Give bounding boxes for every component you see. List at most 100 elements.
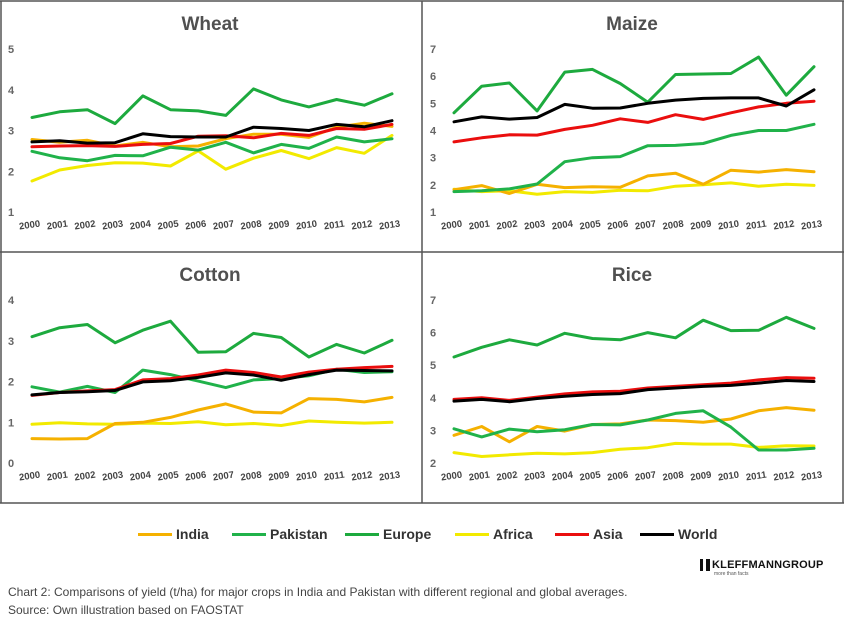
x-tick-label: 2005 xyxy=(579,219,602,233)
y-tick-label: 6 xyxy=(430,328,436,340)
series-line-pakistan xyxy=(30,135,394,163)
legend-swatch xyxy=(345,532,379,536)
x-tick-label: 2013 xyxy=(800,219,822,233)
series-line-world xyxy=(452,379,816,404)
x-tick-label: 2002 xyxy=(496,219,518,233)
x-tick-label: 2011 xyxy=(745,470,768,484)
series-line-europe xyxy=(30,319,394,359)
x-tick-label: 2007 xyxy=(212,219,234,233)
series-line-europe xyxy=(452,315,816,359)
panel-title: Wheat xyxy=(182,14,240,35)
chart-source: Source: Own illustration based on FAOSTA… xyxy=(8,603,244,617)
legend-item-pakistan: Pakistan xyxy=(232,520,328,548)
x-tick-label: 2010 xyxy=(295,470,317,484)
x-tick-label: 2006 xyxy=(607,219,629,233)
x-tick-label: 2009 xyxy=(268,219,290,233)
x-tick-label: 2013 xyxy=(800,470,822,484)
panel-title: Rice xyxy=(612,265,652,286)
panel-wheat: Wheat 1 2 3 4 5 2000 2001 2002 2003 2004 2005 2006 20… xyxy=(8,14,401,232)
y-tick-label: 5 xyxy=(430,360,436,372)
panel-title: Cotton xyxy=(179,265,240,286)
x-tick-label: 2003 xyxy=(523,219,545,233)
legend-label: Pakistan xyxy=(270,526,328,542)
x-tick-label: 2001 xyxy=(46,219,69,233)
x-tick-label: 2001 xyxy=(468,219,491,233)
x-tick-label: 2010 xyxy=(717,470,739,484)
logo-mark-icon xyxy=(700,559,710,571)
x-tick-label: 2013 xyxy=(378,470,400,484)
legend-swatch xyxy=(640,532,674,536)
x-tick-label: 2010 xyxy=(295,219,317,233)
x-tick-label: 2009 xyxy=(268,470,290,484)
series-line-india xyxy=(30,395,394,441)
y-tick-label: 2 xyxy=(430,458,436,470)
legend-label: Africa xyxy=(493,526,533,542)
x-tick-label: 2013 xyxy=(378,219,400,233)
y-tick-label: 1 xyxy=(8,207,14,219)
x-tick-label: 2007 xyxy=(634,470,656,484)
panel-title: Maize xyxy=(606,14,658,35)
x-tick-label: 2012 xyxy=(351,470,373,484)
y-tick-label: 5 xyxy=(8,44,14,56)
x-tick-label: 2000 xyxy=(18,219,40,233)
x-tick-label: 2003 xyxy=(523,470,545,484)
x-tick-label: 2002 xyxy=(74,470,96,484)
legend: India Pakistan Europe Africa Asia World xyxy=(0,520,844,548)
x-tick-label: 2006 xyxy=(185,219,207,233)
legend-swatch xyxy=(232,532,266,536)
y-tick-label: 2 xyxy=(8,166,14,178)
legend-label: Europe xyxy=(383,526,432,542)
y-tick-label: 2 xyxy=(430,180,436,192)
x-tick-label: 2001 xyxy=(46,470,69,484)
x-tick-label: 2011 xyxy=(323,470,346,484)
x-tick-label: 2002 xyxy=(496,470,518,484)
x-tick-label: 2008 xyxy=(662,470,684,484)
legend-item-world: World xyxy=(640,520,717,548)
y-tick-label: 1 xyxy=(430,207,436,219)
x-tick-label: 2012 xyxy=(773,219,795,233)
legend-swatch xyxy=(138,532,172,536)
y-tick-label: 4 xyxy=(8,295,15,307)
legend-item-africa: Africa xyxy=(455,520,533,548)
series-line-world xyxy=(30,119,394,145)
y-tick-label: 4 xyxy=(430,126,437,138)
x-tick-label: 2003 xyxy=(101,470,123,484)
x-tick-label: 2011 xyxy=(323,219,346,233)
x-tick-label: 2007 xyxy=(634,219,656,233)
series-line-india xyxy=(452,406,816,444)
y-tick-label: 5 xyxy=(430,98,436,110)
series-line-asia xyxy=(452,99,816,144)
series-line-pakistan xyxy=(452,122,816,194)
x-tick-label: 2005 xyxy=(157,219,180,233)
x-tick-label: 2011 xyxy=(745,219,768,233)
x-tick-label: 2000 xyxy=(18,470,40,484)
logo-tagline: more than facts xyxy=(714,571,749,577)
x-tick-label: 2009 xyxy=(690,219,712,233)
series-line-world xyxy=(452,88,816,124)
x-tick-label: 2000 xyxy=(440,219,462,233)
x-tick-label: 2008 xyxy=(240,219,262,233)
y-tick-label: 3 xyxy=(430,425,436,437)
y-tick-label: 4 xyxy=(8,85,15,97)
legend-label: World xyxy=(678,526,718,542)
series-line-asia xyxy=(452,376,816,402)
x-tick-label: 2004 xyxy=(129,219,152,233)
series-line-india xyxy=(452,168,816,195)
legend-label: India xyxy=(176,526,209,542)
chart-caption: Chart 2: Comparisons of yield (t/ha) for… xyxy=(8,585,628,599)
panel-maize: Maize 1 2 3 4 5 6 7 2000 2001 2002 2003 2004 2005 2006… xyxy=(430,14,823,232)
legend-item-europe: Europe xyxy=(345,520,431,548)
x-tick-label: 2008 xyxy=(240,470,262,484)
x-tick-label: 2006 xyxy=(607,470,629,484)
x-tick-label: 2003 xyxy=(101,219,123,233)
x-tick-label: 2008 xyxy=(662,219,684,233)
x-tick-label: 2000 xyxy=(440,470,462,484)
series-line-europe xyxy=(30,87,394,126)
panel-rice: Rice 2 3 4 5 6 7 2000 2001 2002 2003 2004 2005 2006 20… xyxy=(430,265,823,483)
y-tick-label: 3 xyxy=(8,336,14,348)
y-tick-label: 3 xyxy=(430,153,436,165)
y-tick-label: 3 xyxy=(8,126,14,138)
series-line-europe xyxy=(452,55,816,115)
x-tick-label: 2007 xyxy=(212,470,234,484)
series-line-africa xyxy=(30,133,394,183)
